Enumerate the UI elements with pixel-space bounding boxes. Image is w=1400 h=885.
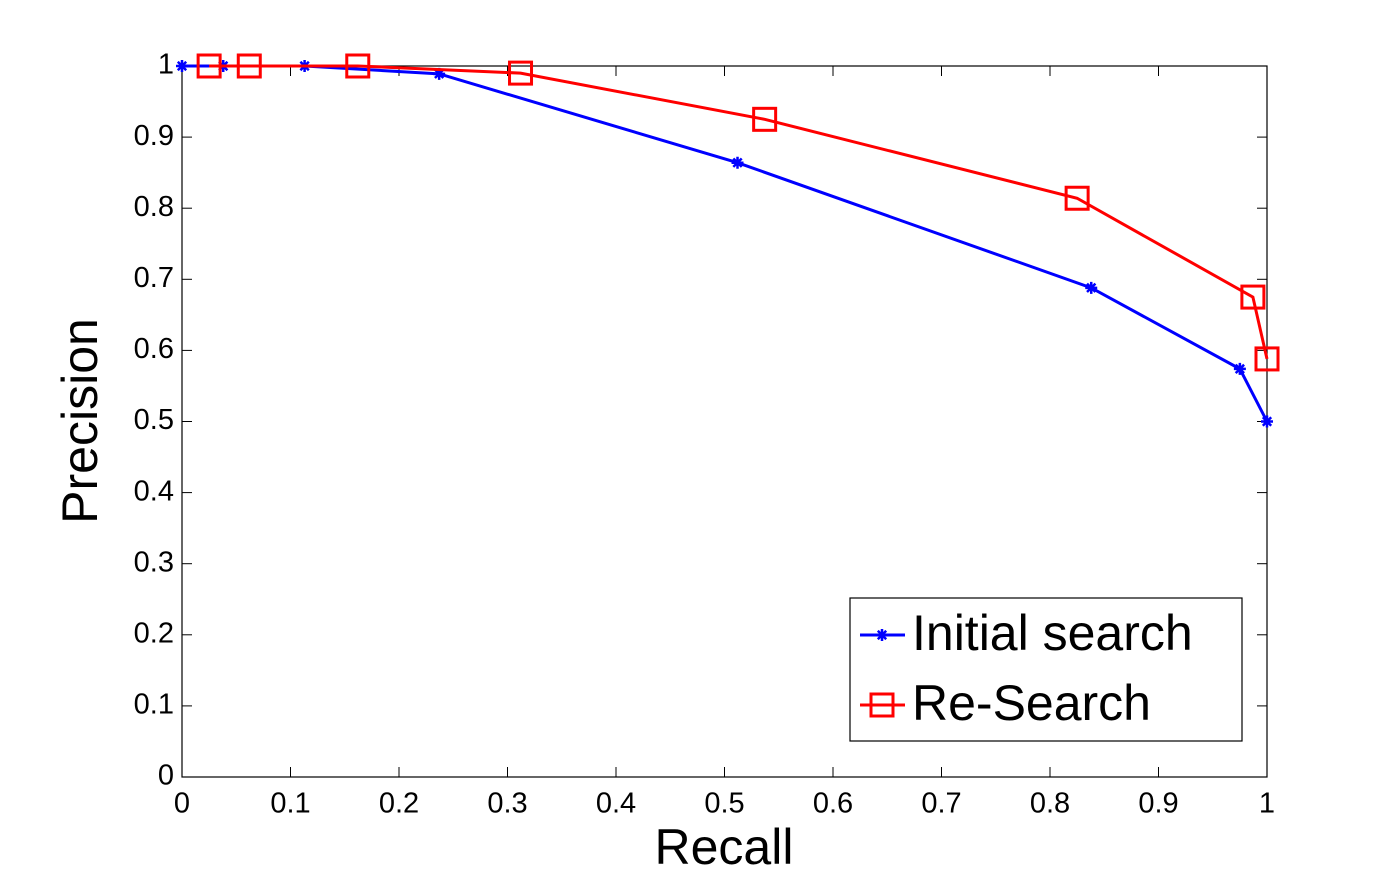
x-tick-label: 0.5 — [704, 788, 744, 820]
y-tick-label: 0.1 — [134, 689, 174, 721]
series-line — [209, 64, 1269, 360]
y-tick-label: 0.3 — [134, 546, 174, 578]
marker — [433, 67, 446, 80]
marker — [1240, 284, 1266, 310]
marker — [508, 60, 534, 86]
x-tick-label: 0.8 — [1030, 788, 1070, 820]
marker — [869, 692, 895, 718]
marker — [196, 53, 222, 79]
marker — [1261, 415, 1273, 428]
x-tick-label: 0.4 — [596, 788, 636, 820]
y-axis-label: Precision — [52, 318, 108, 524]
x-tick-label: 0.3 — [487, 788, 527, 820]
legend-label: Initial search — [912, 605, 1193, 661]
y-tick-label: 0.5 — [134, 404, 174, 436]
y-tick-label: 0.6 — [134, 333, 174, 365]
x-tick-label: 0.7 — [921, 788, 961, 820]
y-tick-label: 0.8 — [134, 191, 174, 223]
y-tick-label: 0.9 — [134, 120, 174, 152]
marker — [1254, 346, 1280, 372]
x-tick-label: 1 — [1259, 788, 1275, 820]
x-axis-label: Recall — [655, 819, 794, 875]
y-tick-label: 0.4 — [134, 475, 174, 507]
legend: Initial search Re-Search — [849, 597, 1243, 742]
y-tick-label: 1 — [158, 49, 174, 81]
x-tick-label: 0.1 — [270, 788, 310, 820]
marker — [752, 106, 778, 132]
marker — [1085, 281, 1098, 294]
x-tick-label: 0 — [174, 788, 190, 820]
marker — [876, 629, 888, 641]
x-tick-label: 0.9 — [1138, 788, 1178, 820]
marker — [1233, 362, 1246, 375]
legend-label: Re-Search — [912, 675, 1151, 731]
legend-box — [849, 597, 1243, 742]
marker — [236, 53, 262, 79]
y-tick-label: 0.2 — [134, 617, 174, 649]
y-tick-label: 0 — [158, 760, 174, 792]
y-tick-label: 0.7 — [134, 262, 174, 294]
marker — [345, 53, 371, 79]
marker — [176, 60, 188, 72]
marker — [1064, 185, 1090, 211]
marker — [731, 156, 744, 169]
x-tick-label: 0.6 — [813, 788, 853, 820]
x-tick-label: 0.2 — [379, 788, 419, 820]
